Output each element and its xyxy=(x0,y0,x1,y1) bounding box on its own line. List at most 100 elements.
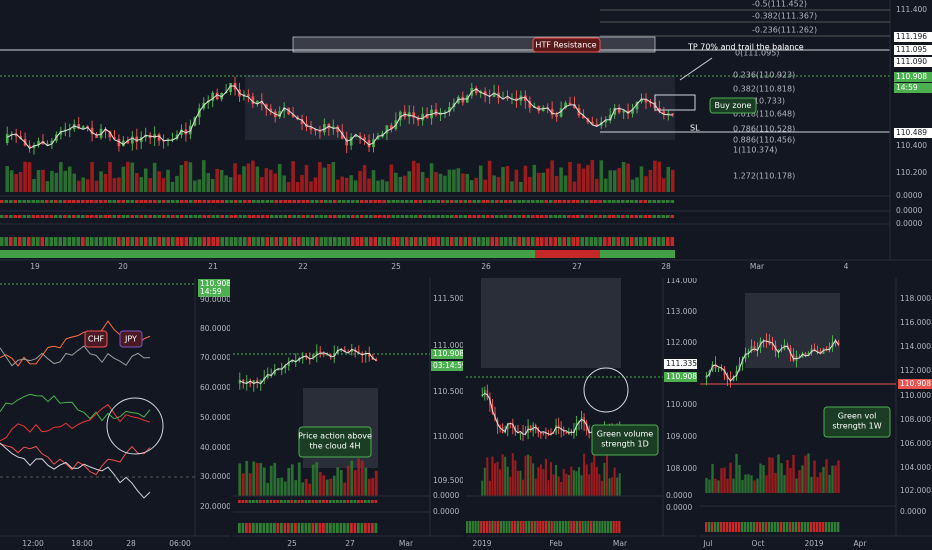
candle-body xyxy=(421,113,424,121)
volume-bar xyxy=(611,477,614,496)
indicator-bar xyxy=(274,200,279,203)
fib-level-label: 0.382(110.818) xyxy=(733,85,795,94)
volume-bar xyxy=(327,163,331,192)
indicator-bar xyxy=(828,522,831,532)
indicator-bar xyxy=(252,200,256,203)
indicator-bar xyxy=(18,200,22,203)
candle-body xyxy=(834,342,837,344)
volume-bar xyxy=(434,172,438,192)
volume-bar xyxy=(570,466,573,496)
indicator-bar xyxy=(648,237,652,246)
indicator-bar xyxy=(315,500,318,503)
indicator-bar xyxy=(94,215,99,218)
indicator-bar xyxy=(280,523,283,533)
indicator-bar xyxy=(360,500,364,503)
volume-bar xyxy=(54,172,59,192)
volume-bar xyxy=(374,470,378,496)
indicator-bar xyxy=(497,521,500,533)
strength-line xyxy=(0,443,151,476)
indicator-bar xyxy=(36,237,40,246)
indicator-bar xyxy=(265,237,270,246)
indicator-bar xyxy=(234,200,238,203)
annotation-box xyxy=(823,406,891,438)
indicator-bar xyxy=(202,200,207,203)
volume-bar xyxy=(429,163,434,192)
indicator-bar xyxy=(432,200,436,203)
indicator-bar xyxy=(373,200,378,203)
indicator-bar xyxy=(297,500,301,503)
indicator-bar xyxy=(49,215,54,218)
volume-bar xyxy=(248,473,252,496)
indicator-bar xyxy=(804,522,807,532)
candle-body xyxy=(32,145,36,148)
indicator-bar xyxy=(81,215,85,218)
indicator-bar xyxy=(549,200,553,203)
volume-bar xyxy=(565,473,568,496)
indicator-bar xyxy=(571,200,576,203)
indicator-bar xyxy=(225,200,229,203)
indicator-bar xyxy=(409,200,414,203)
indicator-bar xyxy=(519,521,522,533)
candle-body xyxy=(585,423,588,431)
fib-level-label: -0.236(111.262) xyxy=(752,26,817,35)
volume-bar xyxy=(586,165,590,192)
indicator-bar xyxy=(513,237,517,246)
price-axis-label: 110.908 xyxy=(666,372,697,381)
indicator-bar xyxy=(643,200,648,203)
indicator-bar xyxy=(342,215,346,218)
volume-bar xyxy=(523,165,528,192)
indicator-bar xyxy=(459,215,463,218)
volume-bar xyxy=(325,479,329,496)
indicator-bar xyxy=(148,237,153,246)
fib-level-label: -0.382(111.367) xyxy=(752,12,817,21)
indicator-bar xyxy=(391,200,396,203)
price-label-box xyxy=(664,372,697,382)
indicator-bar xyxy=(822,522,825,532)
candle-body xyxy=(277,369,280,371)
volume-bar xyxy=(616,477,619,496)
volume-bar xyxy=(499,469,502,496)
volume-bar xyxy=(322,475,326,496)
indicator-bar xyxy=(319,237,324,246)
indicator-bar xyxy=(193,237,198,246)
indicator-bar xyxy=(130,200,135,203)
fib-level-label: 1.272(110.178) xyxy=(733,172,795,181)
indicator-bar xyxy=(652,215,657,218)
candle-body xyxy=(308,357,311,359)
indicator-bar xyxy=(472,200,477,203)
indicator-bar xyxy=(255,500,259,503)
indicator-bar xyxy=(477,215,481,218)
volume-bar xyxy=(295,182,300,192)
volume-bar xyxy=(148,177,152,192)
indicator-bar xyxy=(382,200,387,203)
indicator-bar xyxy=(40,237,45,246)
indicator-bar xyxy=(544,521,548,533)
indicator-bar xyxy=(562,215,567,218)
indicator-bar xyxy=(485,521,488,533)
indicator-bar xyxy=(400,200,405,203)
volume-bar xyxy=(157,171,161,192)
currency-label: JPY xyxy=(124,335,137,344)
indicator-bar xyxy=(0,237,4,246)
candle-body xyxy=(249,381,252,384)
indicator-bar xyxy=(211,237,216,246)
candle-body xyxy=(343,349,346,352)
volume-bar xyxy=(532,164,537,192)
volume-bar xyxy=(143,168,148,192)
time-axis-label: 25 xyxy=(287,539,297,548)
time-axis-label: Jul xyxy=(702,539,712,548)
candle-body xyxy=(322,352,325,355)
indicator-bar xyxy=(22,237,27,246)
time-axis-label: 25 xyxy=(391,262,401,271)
time-axis-label: Mar xyxy=(399,539,414,548)
indicator-bar xyxy=(556,521,559,533)
volume-bar xyxy=(344,177,349,192)
candle-body xyxy=(347,351,350,353)
indicator-bar xyxy=(792,522,795,532)
indicator-bar xyxy=(310,215,315,218)
candle-body xyxy=(506,423,509,430)
volume-bar xyxy=(112,178,117,192)
indicator-bar xyxy=(544,200,549,203)
volume-bar xyxy=(514,460,517,496)
annotation-text: the cloud 4H xyxy=(310,442,361,451)
